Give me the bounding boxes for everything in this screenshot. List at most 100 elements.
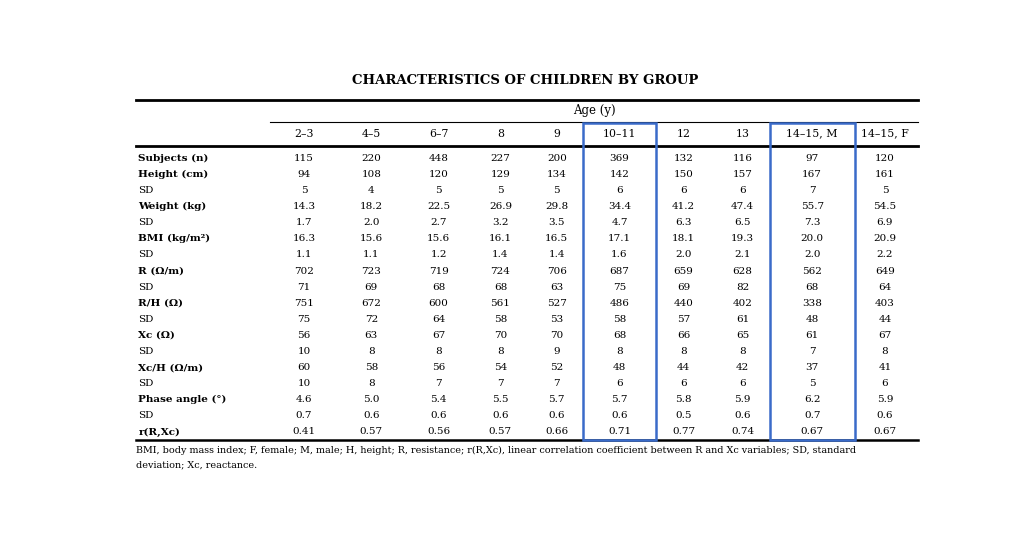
Text: 5.5: 5.5 bbox=[493, 395, 509, 404]
Text: 369: 369 bbox=[609, 154, 630, 163]
Text: 5: 5 bbox=[553, 186, 560, 195]
Text: SD: SD bbox=[138, 186, 154, 195]
Text: 5.4: 5.4 bbox=[430, 395, 446, 404]
Text: 18.2: 18.2 bbox=[359, 202, 383, 211]
Text: 4.7: 4.7 bbox=[611, 219, 628, 227]
Text: 0.66: 0.66 bbox=[545, 428, 568, 436]
Text: 220: 220 bbox=[361, 154, 381, 163]
Text: 8: 8 bbox=[739, 347, 745, 356]
Text: 3.5: 3.5 bbox=[549, 219, 565, 227]
Text: 7.3: 7.3 bbox=[804, 219, 820, 227]
Text: 2.1: 2.1 bbox=[734, 250, 751, 260]
Text: Xc (Ω): Xc (Ω) bbox=[138, 331, 175, 340]
Text: 0.77: 0.77 bbox=[672, 428, 695, 436]
Text: 19.3: 19.3 bbox=[731, 234, 755, 243]
Text: 41: 41 bbox=[879, 363, 892, 372]
Bar bbox=[583, 124, 656, 440]
Text: 0.6: 0.6 bbox=[493, 411, 509, 421]
Text: 200: 200 bbox=[547, 154, 566, 163]
Text: 67: 67 bbox=[432, 331, 445, 340]
Text: 10: 10 bbox=[297, 347, 310, 356]
Text: 751: 751 bbox=[294, 299, 314, 308]
Text: 9: 9 bbox=[553, 128, 560, 138]
Text: 10: 10 bbox=[297, 379, 310, 388]
Text: 0.6: 0.6 bbox=[430, 411, 446, 421]
Text: 57: 57 bbox=[677, 315, 690, 324]
Text: R (Ω/m): R (Ω/m) bbox=[138, 267, 184, 276]
Text: 10–11: 10–11 bbox=[603, 128, 636, 138]
Text: 0.57: 0.57 bbox=[488, 428, 512, 436]
Text: 53: 53 bbox=[550, 315, 563, 324]
Text: SD: SD bbox=[138, 250, 154, 260]
Text: 72: 72 bbox=[365, 315, 378, 324]
Text: 15.6: 15.6 bbox=[427, 234, 451, 243]
Text: 724: 724 bbox=[490, 267, 510, 276]
Text: 1.4: 1.4 bbox=[549, 250, 565, 260]
Text: 562: 562 bbox=[802, 267, 822, 276]
Text: 719: 719 bbox=[429, 267, 449, 276]
Text: 68: 68 bbox=[613, 331, 626, 340]
Text: deviation; Xc, reactance.: deviation; Xc, reactance. bbox=[136, 461, 257, 470]
Text: 75: 75 bbox=[613, 283, 626, 292]
Text: 8: 8 bbox=[368, 379, 375, 388]
Text: 48: 48 bbox=[613, 363, 626, 372]
Text: 68: 68 bbox=[806, 283, 819, 292]
Text: 2–3: 2–3 bbox=[294, 128, 313, 138]
Text: 41.2: 41.2 bbox=[672, 202, 695, 211]
Text: 48: 48 bbox=[806, 315, 819, 324]
Text: 0.6: 0.6 bbox=[734, 411, 751, 421]
Text: SD: SD bbox=[138, 219, 154, 227]
Text: 71: 71 bbox=[297, 283, 310, 292]
Text: 1.2: 1.2 bbox=[430, 250, 446, 260]
Text: 1.1: 1.1 bbox=[296, 250, 312, 260]
Text: 42: 42 bbox=[736, 363, 750, 372]
Text: r(R,Xc): r(R,Xc) bbox=[138, 427, 180, 436]
Text: BMI (kg/m²): BMI (kg/m²) bbox=[138, 234, 211, 243]
Text: 14.3: 14.3 bbox=[293, 202, 315, 211]
Text: 115: 115 bbox=[294, 154, 314, 163]
Text: 0.56: 0.56 bbox=[427, 428, 451, 436]
Text: 2.2: 2.2 bbox=[877, 250, 893, 260]
Text: 2.0: 2.0 bbox=[364, 219, 380, 227]
Text: 63: 63 bbox=[365, 331, 378, 340]
Text: 167: 167 bbox=[802, 170, 822, 179]
Text: 4: 4 bbox=[368, 186, 375, 195]
Text: SD: SD bbox=[138, 283, 154, 292]
Text: 29.8: 29.8 bbox=[545, 202, 568, 211]
Text: 0.7: 0.7 bbox=[296, 411, 312, 421]
Text: 150: 150 bbox=[674, 170, 693, 179]
Text: 7: 7 bbox=[435, 379, 442, 388]
Text: 26.9: 26.9 bbox=[488, 202, 512, 211]
Text: 561: 561 bbox=[490, 299, 510, 308]
Text: 34.4: 34.4 bbox=[608, 202, 631, 211]
Text: 5.9: 5.9 bbox=[734, 395, 751, 404]
Text: 56: 56 bbox=[432, 363, 445, 372]
Text: 12: 12 bbox=[677, 128, 690, 138]
Text: 9: 9 bbox=[553, 347, 560, 356]
Text: 672: 672 bbox=[361, 299, 381, 308]
Text: 486: 486 bbox=[609, 299, 630, 308]
Text: 157: 157 bbox=[733, 170, 753, 179]
Text: 44: 44 bbox=[879, 315, 892, 324]
Bar bbox=[770, 124, 855, 440]
Text: 0.67: 0.67 bbox=[801, 428, 823, 436]
Text: 108: 108 bbox=[361, 170, 381, 179]
Text: Xc/H (Ω/m): Xc/H (Ω/m) bbox=[138, 363, 204, 372]
Text: 142: 142 bbox=[609, 170, 630, 179]
Text: 54.5: 54.5 bbox=[873, 202, 896, 211]
Text: CHARACTERISTICS OF CHILDREN BY GROUP: CHARACTERISTICS OF CHILDREN BY GROUP bbox=[351, 74, 698, 87]
Text: 6: 6 bbox=[739, 379, 745, 388]
Text: 338: 338 bbox=[802, 299, 822, 308]
Text: 94: 94 bbox=[297, 170, 310, 179]
Text: 17.1: 17.1 bbox=[608, 234, 631, 243]
Text: 7: 7 bbox=[809, 347, 815, 356]
Text: 69: 69 bbox=[365, 283, 378, 292]
Text: 5: 5 bbox=[301, 186, 307, 195]
Text: 527: 527 bbox=[547, 299, 566, 308]
Text: 8: 8 bbox=[497, 347, 504, 356]
Text: 20.9: 20.9 bbox=[873, 234, 896, 243]
Text: 8: 8 bbox=[680, 347, 687, 356]
Text: 4–5: 4–5 bbox=[361, 128, 381, 138]
Text: 54: 54 bbox=[494, 363, 507, 372]
Text: 64: 64 bbox=[879, 283, 892, 292]
